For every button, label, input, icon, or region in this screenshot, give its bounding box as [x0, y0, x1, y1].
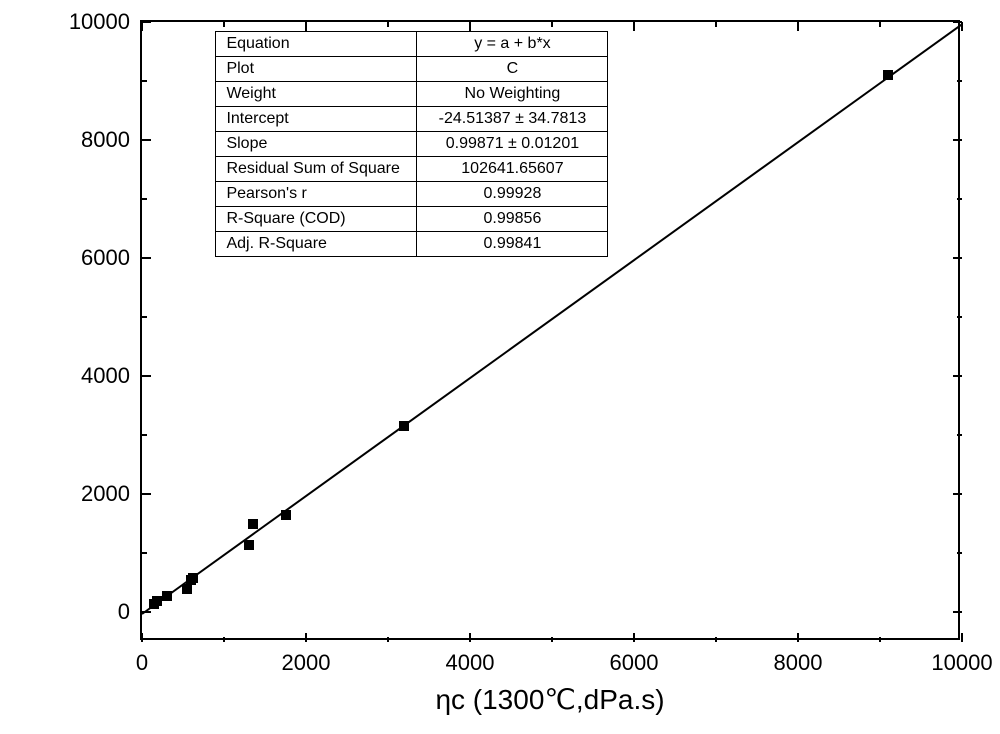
x-tick-label: 4000	[446, 650, 495, 676]
data-marker	[244, 540, 254, 550]
x-tick-minor	[223, 637, 225, 642]
x-tick-label: 0	[136, 650, 148, 676]
x-tick-major	[141, 22, 143, 31]
stat-key: Adj. R-Square	[216, 232, 417, 257]
data-marker	[399, 421, 409, 431]
x-tick-minor	[879, 637, 881, 642]
x-tick-minor	[223, 22, 225, 27]
stat-value: y = a + b*x	[417, 32, 608, 57]
x-tick-label: 8000	[774, 650, 823, 676]
x-tick-major	[797, 633, 799, 642]
data-marker	[152, 596, 162, 606]
stat-key: Weight	[216, 82, 417, 107]
y-tick-label: 2000	[81, 481, 130, 507]
stat-key: Equation	[216, 32, 417, 57]
stat-value: 0.99856	[417, 207, 608, 232]
x-tick-minor	[387, 637, 389, 642]
x-tick-major	[141, 633, 143, 642]
stat-key: Residual Sum of Square	[216, 157, 417, 182]
stat-value: C	[417, 57, 608, 82]
y-tick-major	[953, 139, 962, 141]
y-tick-label: 4000	[81, 363, 130, 389]
stat-value: 0.99871 ± 0.01201	[417, 132, 608, 157]
x-tick-minor	[551, 22, 553, 27]
x-tick-label: 6000	[610, 650, 659, 676]
y-tick-minor	[957, 80, 962, 82]
x-tick-major	[469, 22, 471, 31]
stat-key: Plot	[216, 57, 417, 82]
y-tick-minor	[142, 552, 147, 554]
x-tick-minor	[715, 637, 717, 642]
x-tick-major	[961, 633, 963, 642]
stat-value: -24.51387 ± 34.7813	[417, 107, 608, 132]
y-tick-major	[142, 139, 151, 141]
stat-key: Intercept	[216, 107, 417, 132]
y-tick-minor	[957, 198, 962, 200]
x-tick-major	[633, 633, 635, 642]
y-tick-major	[953, 257, 962, 259]
table-row: Residual Sum of Square102641.65607	[216, 157, 608, 182]
data-marker	[188, 573, 198, 583]
table-row: WeightNo Weighting	[216, 82, 608, 107]
y-tick-label: 10000	[69, 9, 130, 35]
x-tick-major	[305, 22, 307, 31]
stat-key: Slope	[216, 132, 417, 157]
y-tick-label: 0	[118, 599, 130, 625]
data-marker	[162, 591, 172, 601]
table-row: Intercept-24.51387 ± 34.7813	[216, 107, 608, 132]
stat-value: 0.99928	[417, 182, 608, 207]
plot-area: ηc (1300℃,dPa.s) η (1300℃,dPa.s) Equatio…	[140, 20, 960, 640]
data-marker	[248, 519, 258, 529]
x-tick-major	[633, 22, 635, 31]
y-tick-major	[953, 493, 962, 495]
data-marker	[281, 510, 291, 520]
x-axis-label: ηc (1300℃,dPa.s)	[435, 683, 664, 716]
x-tick-major	[797, 22, 799, 31]
table-row: Pearson's r0.99928	[216, 182, 608, 207]
x-tick-minor	[551, 637, 553, 642]
regression-stats-table: Equationy = a + b*xPlotCWeightNo Weighti…	[215, 31, 608, 257]
y-tick-major	[142, 493, 151, 495]
x-tick-label: 2000	[282, 650, 331, 676]
y-tick-minor	[142, 316, 147, 318]
table-row: R-Square (COD)0.99856	[216, 207, 608, 232]
y-tick-major	[953, 611, 962, 613]
y-tick-minor	[142, 80, 147, 82]
stat-key: Pearson's r	[216, 182, 417, 207]
table-row: Slope0.99871 ± 0.01201	[216, 132, 608, 157]
stat-key: R-Square (COD)	[216, 207, 417, 232]
table-row: PlotC	[216, 57, 608, 82]
y-tick-major	[142, 21, 151, 23]
table-row: Adj. R-Square0.99841	[216, 232, 608, 257]
y-tick-major	[142, 375, 151, 377]
table-row: Equationy = a + b*x	[216, 32, 608, 57]
x-tick-minor	[879, 22, 881, 27]
x-tick-major	[305, 633, 307, 642]
y-tick-minor	[957, 434, 962, 436]
x-tick-label: 10000	[931, 650, 992, 676]
stat-value: 102641.65607	[417, 157, 608, 182]
x-tick-minor	[715, 22, 717, 27]
y-tick-label: 8000	[81, 127, 130, 153]
x-tick-minor	[387, 22, 389, 27]
y-tick-minor	[957, 552, 962, 554]
y-tick-minor	[957, 316, 962, 318]
y-tick-major	[142, 257, 151, 259]
x-tick-major	[469, 633, 471, 642]
y-tick-label: 6000	[81, 245, 130, 271]
data-marker	[883, 70, 893, 80]
y-tick-minor	[142, 198, 147, 200]
y-tick-minor	[142, 434, 147, 436]
data-marker	[182, 584, 192, 594]
y-tick-major	[953, 375, 962, 377]
stat-value: 0.99841	[417, 232, 608, 257]
stat-value: No Weighting	[417, 82, 608, 107]
figure: ηc (1300℃,dPa.s) η (1300℃,dPa.s) Equatio…	[0, 0, 1000, 734]
